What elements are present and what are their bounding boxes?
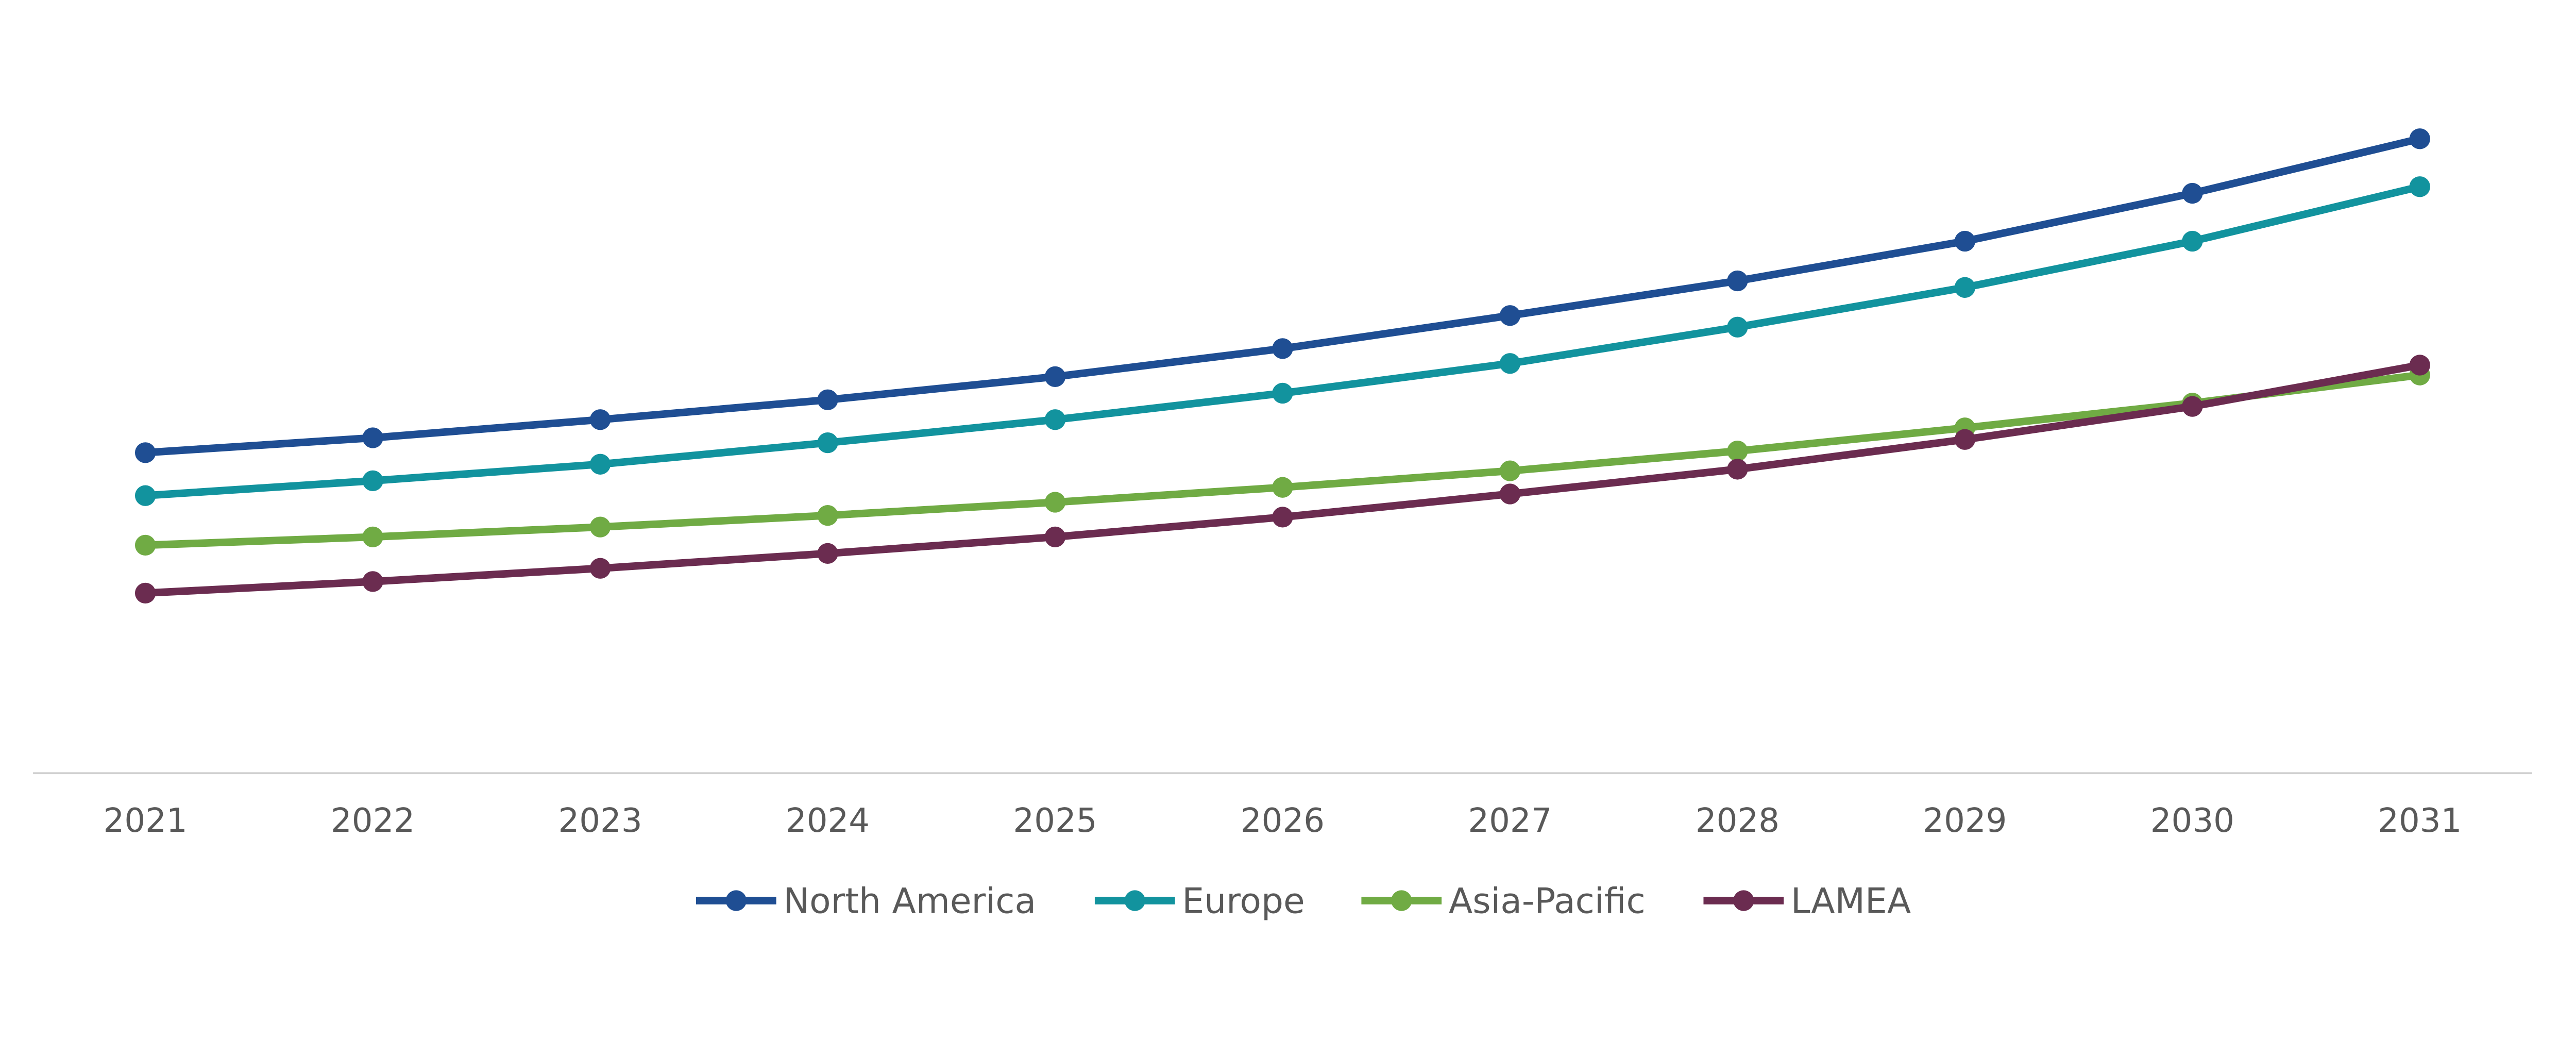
data-point — [589, 558, 611, 579]
x-axis-ticks: 2021 2022 2023 2024 2025 2026 2027 2028 2029 2030… — [104, 801, 2462, 840]
data-point — [1272, 507, 1293, 528]
data-point — [1954, 277, 1976, 298]
legend-dot-marker — [725, 890, 747, 911]
legend-item: Asia-Pacific — [1361, 880, 1646, 921]
series-north-america — [134, 128, 2430, 463]
data-point — [1499, 305, 1521, 326]
data-point — [1044, 526, 1066, 548]
x-tick-label: 2031 — [2378, 801, 2462, 840]
legend-item: North America — [696, 880, 1036, 921]
data-point — [1044, 366, 1066, 388]
data-point — [1044, 492, 1066, 513]
data-point — [362, 470, 383, 492]
data-point — [134, 534, 156, 556]
x-tick-label: 2028 — [1696, 801, 1780, 840]
data-point — [2182, 182, 2203, 204]
x-tick-label: 2026 — [1241, 801, 1325, 840]
data-point — [1499, 460, 1521, 481]
data-point — [589, 516, 611, 538]
data-point — [134, 485, 156, 506]
data-point — [1727, 459, 1748, 480]
legend-label: Asia-Pacific — [1449, 880, 1646, 921]
line-chart: 2021 2022 2023 2024 2025 2026 2027 2028 2029 2030… — [33, 128, 2532, 921]
data-point — [1954, 429, 1976, 450]
data-point — [2182, 396, 2203, 417]
data-point — [1727, 316, 1748, 338]
data-point — [817, 432, 838, 454]
legend-label: Europe — [1182, 880, 1304, 921]
data-point — [589, 409, 611, 430]
legend-dot-marker — [1391, 890, 1412, 911]
data-point — [1272, 477, 1293, 498]
data-point — [817, 543, 838, 564]
data-point — [589, 454, 611, 475]
series-line — [145, 135, 2421, 457]
data-point — [1272, 382, 1293, 404]
data-point — [1272, 338, 1293, 359]
x-tick-label: 2025 — [1013, 801, 1097, 840]
series-lamea — [134, 355, 2430, 603]
x-tick-label: 2029 — [1923, 801, 2007, 840]
legend-item: LAMEA — [1703, 880, 1911, 921]
legend-label: North America — [783, 880, 1036, 921]
x-tick-label: 2023 — [558, 801, 642, 840]
data-point — [1954, 230, 1976, 252]
data-point — [1499, 353, 1521, 374]
data-point — [1727, 441, 1748, 462]
x-tick-label: 2030 — [2150, 801, 2234, 840]
data-point — [1044, 409, 1066, 430]
legend-dot-marker — [1124, 890, 1145, 911]
data-point — [2409, 128, 2430, 149]
legend: North America Europe Asia-Pacific LAMEA — [696, 880, 1911, 921]
data-point — [817, 505, 838, 526]
data-point — [1499, 483, 1521, 505]
x-tick-label: 2021 — [104, 801, 188, 840]
data-point — [362, 526, 383, 548]
data-point — [362, 571, 383, 592]
series-europe — [134, 176, 2430, 506]
data-point — [2409, 176, 2430, 197]
series-lines — [134, 128, 2430, 603]
data-point — [362, 427, 383, 448]
data-point — [134, 582, 156, 603]
data-point — [134, 442, 156, 463]
data-point — [817, 389, 838, 410]
data-point — [2409, 355, 2430, 376]
data-point — [1727, 270, 1748, 292]
x-tick-label: 2024 — [786, 801, 870, 840]
legend-item: Europe — [1094, 880, 1305, 921]
legend-dot-marker — [1733, 890, 1754, 911]
data-point — [2182, 230, 2203, 252]
legend-label: LAMEA — [1791, 880, 1911, 921]
x-tick-label: 2022 — [331, 801, 415, 840]
x-tick-label: 2027 — [1468, 801, 1552, 840]
